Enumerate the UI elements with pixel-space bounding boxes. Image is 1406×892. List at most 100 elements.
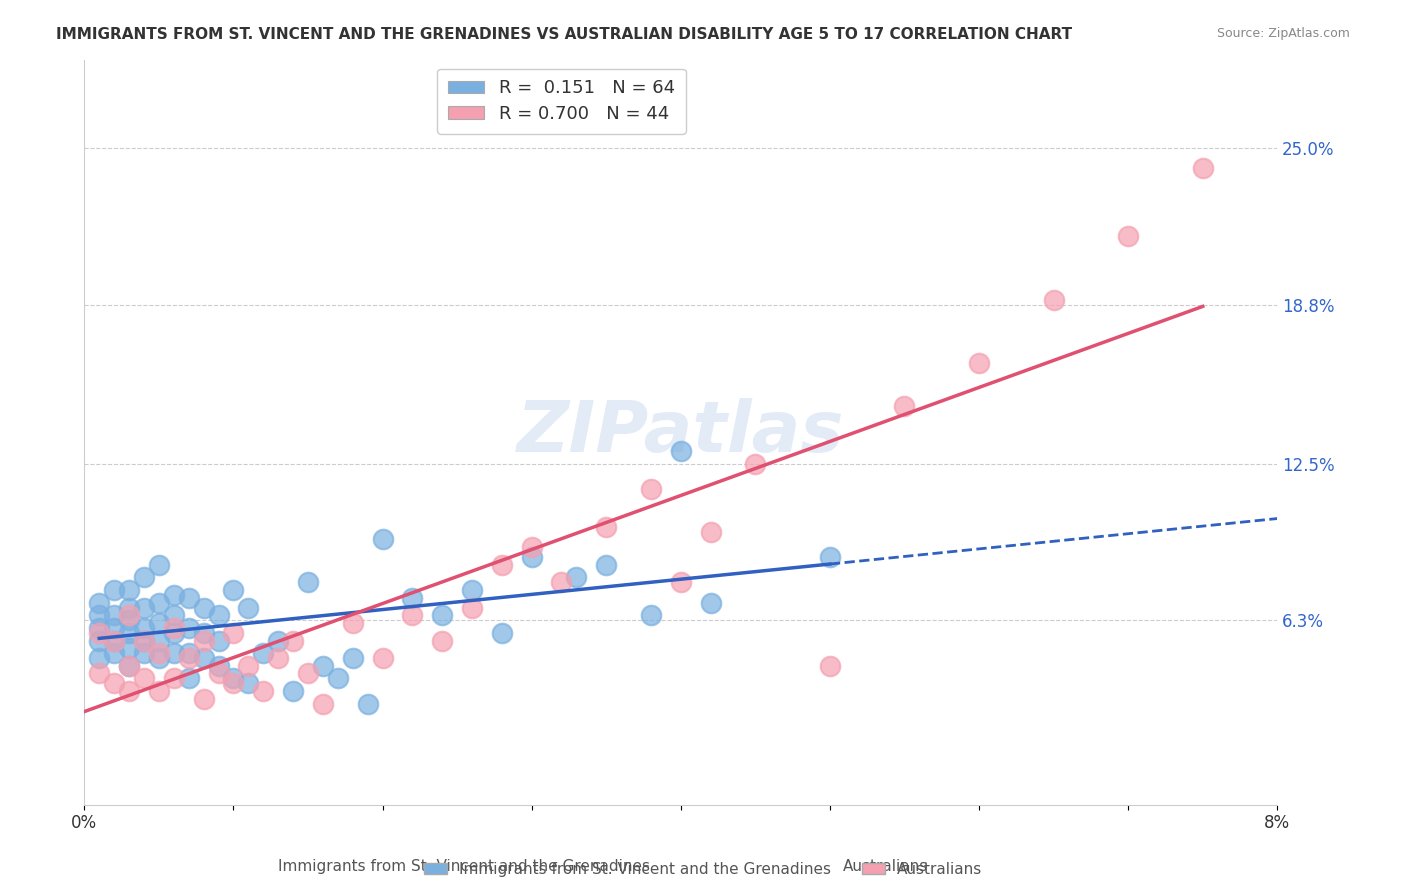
Legend: R =  0.151   N = 64, R = 0.700   N = 44: R = 0.151 N = 64, R = 0.700 N = 44 <box>437 69 686 134</box>
Point <box>669 444 692 458</box>
Point <box>148 596 170 610</box>
Point <box>491 558 513 572</box>
Point <box>356 697 378 711</box>
Point <box>207 633 229 648</box>
Point <box>163 626 186 640</box>
Point <box>89 666 111 681</box>
Text: IMMIGRANTS FROM ST. VINCENT AND THE GRENADINES VS AUSTRALIAN DISABILITY AGE 5 TO: IMMIGRANTS FROM ST. VINCENT AND THE GREN… <box>56 27 1073 42</box>
Point <box>148 633 170 648</box>
Point <box>640 608 662 623</box>
Point <box>432 608 454 623</box>
Point <box>118 658 141 673</box>
Point <box>565 570 588 584</box>
Point <box>177 651 200 665</box>
Point <box>252 646 274 660</box>
Point <box>281 633 304 648</box>
Point <box>893 399 915 413</box>
Point <box>520 550 543 565</box>
Point <box>148 651 170 665</box>
Point <box>163 672 186 686</box>
Point <box>371 533 394 547</box>
Point <box>132 672 155 686</box>
Point <box>342 651 364 665</box>
Text: Immigrants from St. Vincent and the Grenadines: Immigrants from St. Vincent and the Gren… <box>278 859 650 874</box>
Point <box>132 621 155 635</box>
Point <box>222 582 245 597</box>
Point <box>118 658 141 673</box>
Point <box>595 558 617 572</box>
Point <box>89 651 111 665</box>
Point <box>222 672 245 686</box>
Point <box>148 646 170 660</box>
Point <box>207 608 229 623</box>
Point <box>118 613 141 627</box>
Point <box>163 588 186 602</box>
Point <box>132 570 155 584</box>
Point <box>103 633 125 648</box>
Point <box>281 684 304 698</box>
Point <box>148 615 170 630</box>
Point <box>118 684 141 698</box>
Point <box>818 550 841 565</box>
Point <box>177 672 200 686</box>
Point <box>193 691 215 706</box>
Point <box>371 651 394 665</box>
Point <box>103 646 125 660</box>
Point <box>640 482 662 496</box>
Point <box>520 540 543 554</box>
Point <box>132 646 155 660</box>
Point <box>118 626 141 640</box>
Point <box>401 608 423 623</box>
Point <box>297 666 319 681</box>
Point <box>238 658 260 673</box>
Point <box>177 646 200 660</box>
Point <box>103 621 125 635</box>
Legend: Immigrants from St. Vincent and the Grenadines, Australians: Immigrants from St. Vincent and the Gren… <box>416 854 990 884</box>
Point <box>163 608 186 623</box>
Text: ZIPatlas: ZIPatlas <box>517 398 845 467</box>
Point <box>103 676 125 690</box>
Point <box>89 596 111 610</box>
Point <box>461 600 484 615</box>
Point <box>238 600 260 615</box>
Point <box>193 651 215 665</box>
Point <box>89 608 111 623</box>
Point <box>118 608 141 623</box>
Point <box>1116 229 1139 244</box>
Point <box>163 621 186 635</box>
Point <box>177 591 200 605</box>
Point <box>103 582 125 597</box>
Point <box>163 646 186 660</box>
Point <box>132 633 155 648</box>
Point <box>193 626 215 640</box>
Point <box>207 666 229 681</box>
Point <box>1042 293 1064 307</box>
Point <box>132 600 155 615</box>
Point <box>118 582 141 597</box>
Point <box>744 457 766 471</box>
Point <box>432 633 454 648</box>
Point <box>252 684 274 698</box>
Point <box>132 633 155 648</box>
Point <box>967 356 990 370</box>
Point <box>326 672 349 686</box>
Point <box>267 651 290 665</box>
Point <box>118 641 141 656</box>
Point <box>148 558 170 572</box>
Point <box>312 697 335 711</box>
Point <box>818 658 841 673</box>
Point <box>595 520 617 534</box>
Point <box>118 600 141 615</box>
Point <box>401 591 423 605</box>
Point <box>148 684 170 698</box>
Point <box>89 633 111 648</box>
Point <box>491 626 513 640</box>
Point <box>177 621 200 635</box>
Point <box>222 676 245 690</box>
Point <box>238 676 260 690</box>
Point <box>550 575 572 590</box>
Point <box>1191 161 1213 176</box>
Text: Australians: Australians <box>844 859 928 874</box>
Point <box>103 608 125 623</box>
Point <box>89 626 111 640</box>
